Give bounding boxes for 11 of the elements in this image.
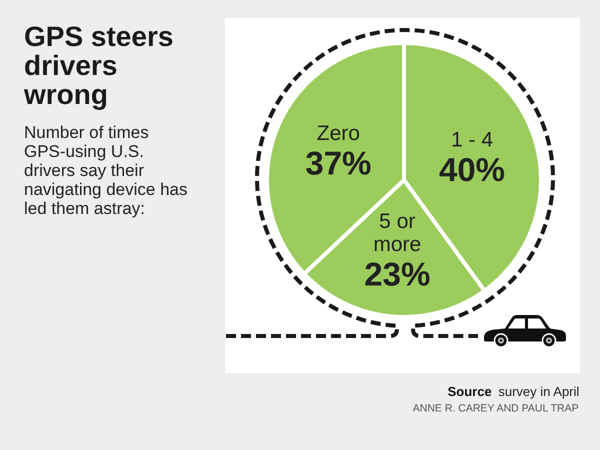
text: Source: [448, 384, 492, 399]
text: Number of times GPS-using U.S. drivers say their navigating device has led them astray:: [24, 123, 188, 218]
data-label: 37%: [305, 144, 372, 182]
data-label: 23%: [364, 256, 430, 293]
data-label: 40%: [438, 150, 506, 188]
text: ANNE R. CAREY AND PAUL TRAP: [412, 402, 579, 414]
slice-label: Zero: [316, 122, 360, 146]
slice-label: 1 - 4: [450, 128, 494, 152]
chart-title: GPS steers drivers wrong: [23, 21, 174, 110]
text: survey in April: [498, 384, 580, 399]
slice-label: 5 or more: [373, 210, 422, 256]
